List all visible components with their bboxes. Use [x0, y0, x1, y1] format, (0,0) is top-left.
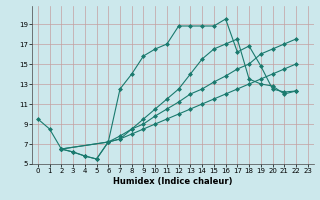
X-axis label: Humidex (Indice chaleur): Humidex (Indice chaleur) — [113, 177, 233, 186]
